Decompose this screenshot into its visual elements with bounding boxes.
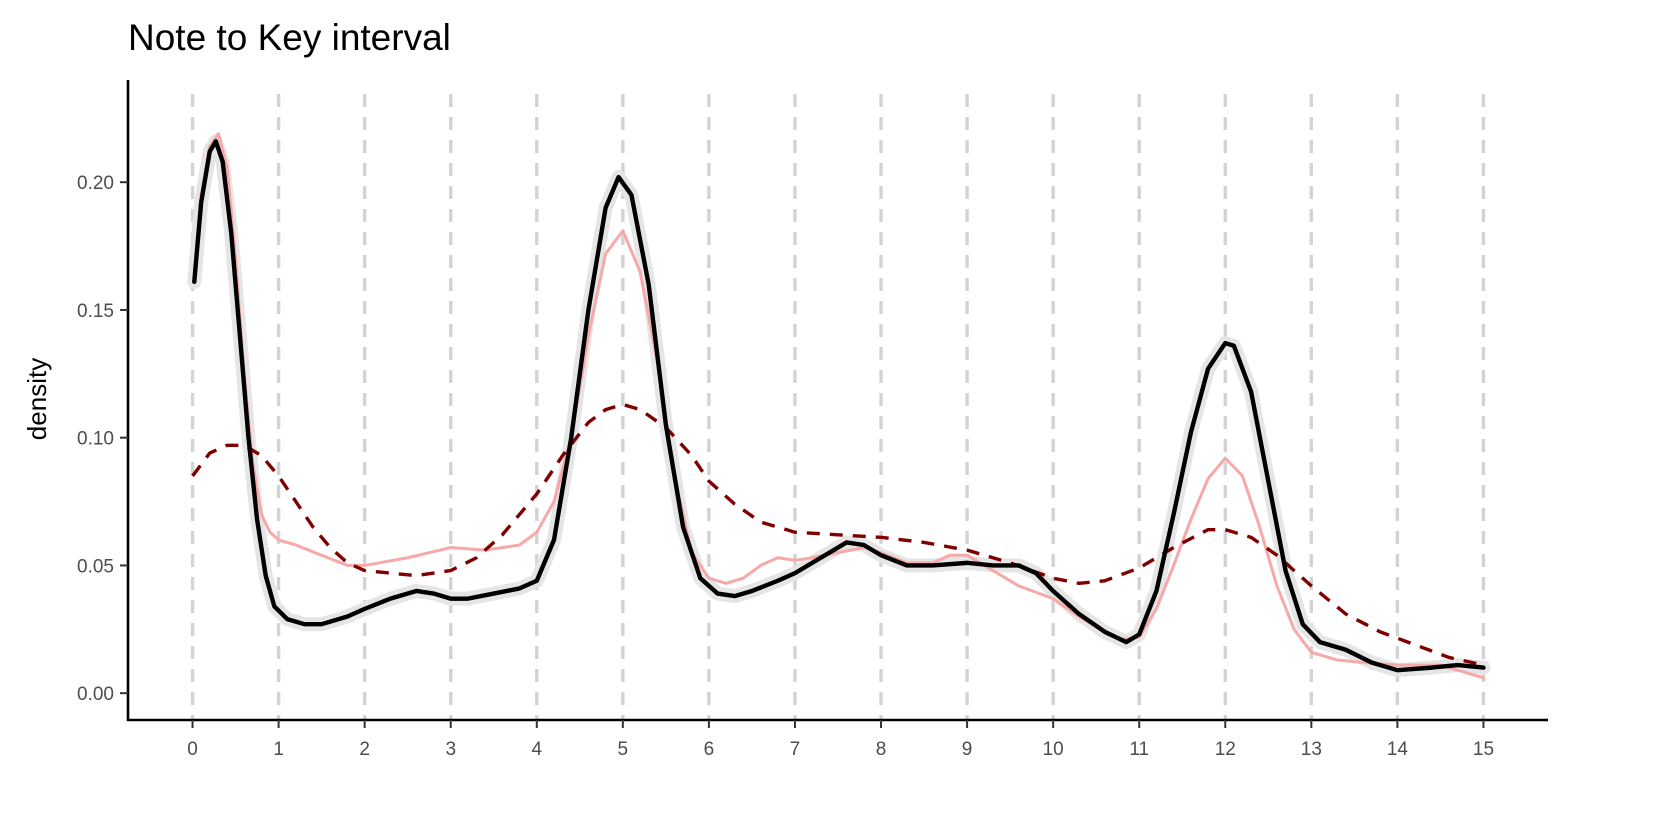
- x-tick-label-12: 12: [1215, 739, 1236, 760]
- x-tick-label-0: 0: [187, 739, 198, 760]
- x-tick-label-9: 9: [962, 739, 973, 760]
- y-tick-label-0: 0.00: [77, 684, 114, 705]
- x-tick-label-13: 13: [1301, 739, 1322, 760]
- x-tick-label-11: 11: [1129, 739, 1149, 760]
- y-axis-label: density: [22, 358, 52, 440]
- x-tick-label-7: 7: [790, 739, 801, 760]
- y-tick-label-2: 0.10: [77, 429, 114, 450]
- series-line-1: [191, 402, 1484, 667]
- chart-title: Note to Key interval: [128, 17, 451, 58]
- x-tick-label-2: 2: [359, 739, 370, 760]
- x-tick-label-10: 10: [1043, 739, 1064, 760]
- series-line-2: [192, 139, 1486, 673]
- x-tick-label-1: 1: [273, 739, 284, 760]
- series-line-0: [192, 132, 1485, 680]
- x-tick-label-8: 8: [876, 739, 887, 760]
- x-tick-label-3: 3: [445, 739, 456, 760]
- x-axis-ticks: 0 1 2 3 4 5 6 7 8 9 10 11 12 13 14 15: [187, 720, 1494, 760]
- x-tick-label-15: 15: [1473, 739, 1494, 760]
- y-tick-label-1: 0.05: [77, 556, 114, 577]
- x-tick-label-4: 4: [531, 739, 542, 760]
- x-tick-label-6: 6: [704, 739, 715, 760]
- y-axis-ticks: 0.00 0.05 0.10 0.15 0.20: [77, 173, 128, 705]
- vertical-gridlines: [190, 94, 1486, 720]
- series-lines: [191, 132, 1486, 680]
- y-tick-label-3: 0.15: [77, 301, 114, 322]
- x-tick-label-5: 5: [618, 739, 629, 760]
- y-tick-label-4: 0.20: [77, 173, 114, 194]
- x-tick-label-14: 14: [1387, 739, 1409, 760]
